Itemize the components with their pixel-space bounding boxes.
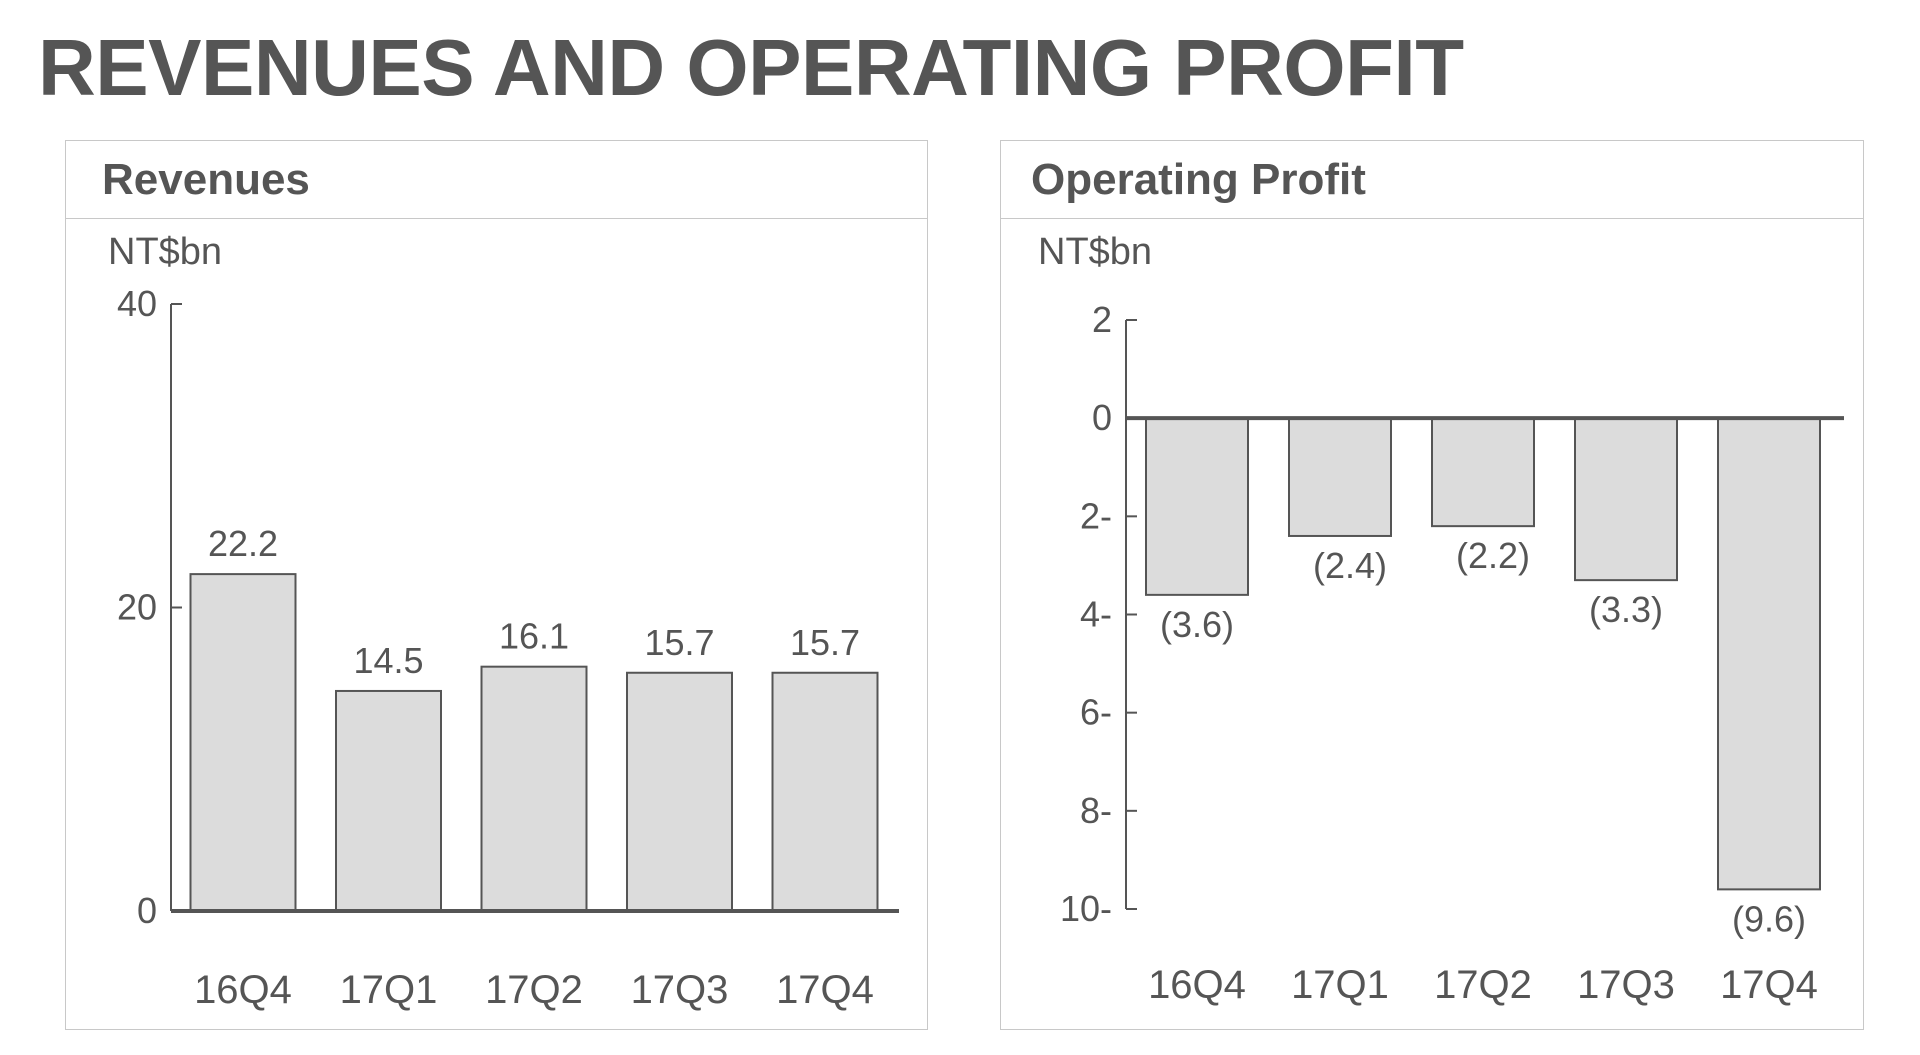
bar-value-label: (3.3): [1589, 589, 1663, 630]
bar-value-label: 16.1: [499, 616, 569, 657]
x-category-label: 17Q4: [1720, 963, 1818, 1007]
bar: [626, 671, 733, 912]
y-tick-label: 4-: [1080, 594, 1112, 635]
y-tick-label: 2: [1092, 299, 1112, 340]
y-tick-label: 40: [117, 283, 157, 324]
bar: [1574, 417, 1678, 582]
bar: [1145, 417, 1249, 596]
y-tick-label: 8-: [1080, 790, 1112, 831]
bar-value-label: 22.2: [208, 523, 278, 564]
x-category-label: 17Q4: [776, 968, 874, 1012]
bar: [1717, 417, 1821, 891]
revenues-panel-title: Revenues: [66, 141, 927, 219]
revenues-chart: NT$bn 0 20 40 22.2 16Q4 14.5 17Q1 16.1 17Q2 15.7 17…: [108, 231, 899, 1012]
x-category-label: 17Q2: [485, 968, 583, 1012]
y-axis-unit-label: NT$bn: [1038, 231, 1152, 273]
bar: [480, 665, 588, 912]
x-category-label: 17Q3: [631, 968, 729, 1012]
bar: [1288, 417, 1392, 537]
x-category-label: 17Q3: [1577, 963, 1675, 1007]
y-axis-unit-label: NT$bn: [108, 231, 222, 273]
page-title: REVENUES AND OPERATING PROFIT: [38, 23, 1464, 112]
bar: [771, 671, 879, 912]
bar: [189, 573, 297, 912]
bar-value-label: 14.5: [353, 640, 423, 681]
y-tick-label: 20: [117, 587, 157, 628]
bar-value-label: (2.4): [1313, 545, 1387, 586]
y-tick-label: 2-: [1080, 495, 1112, 536]
bar: [335, 689, 442, 913]
x-category-label: 17Q2: [1434, 963, 1532, 1007]
operating-profit-chart: NT$bn 2 0 2- 4- 6- 8- 10- (3.6) 16Q4 (2.4) 17Q1 (2.2…: [1038, 231, 1844, 1007]
x-category-label: 16Q4: [194, 968, 292, 1012]
operating-profit-panel-title: Operating Profit: [1001, 141, 1863, 219]
y-tick-label: 0: [137, 890, 157, 931]
operating-profit-panel: Operating Profit NT$bn 2 0 2- 4- 6- 8- 10- (3.6)…: [1000, 140, 1864, 1030]
bar-value-label: (2.2): [1456, 535, 1530, 576]
bar-value-label: (3.6): [1160, 604, 1234, 645]
y-tick-label: 6-: [1080, 692, 1112, 733]
x-category-label: 17Q1: [340, 968, 438, 1012]
revenues-panel: Revenues NT$bn 0 20 40 22.2 16Q4 14.5 17Q1 16.1 1…: [65, 140, 928, 1030]
x-category-label: 16Q4: [1148, 963, 1246, 1007]
bar-value-label: 15.7: [644, 622, 714, 663]
y-tick-label: 0: [1092, 397, 1112, 438]
y-tick-label: 10-: [1060, 888, 1112, 929]
x-category-label: 17Q1: [1291, 963, 1389, 1007]
bar-value-label: (9.6): [1732, 898, 1806, 939]
bar: [1431, 417, 1535, 528]
bar-value-label: 15.7: [790, 622, 860, 663]
